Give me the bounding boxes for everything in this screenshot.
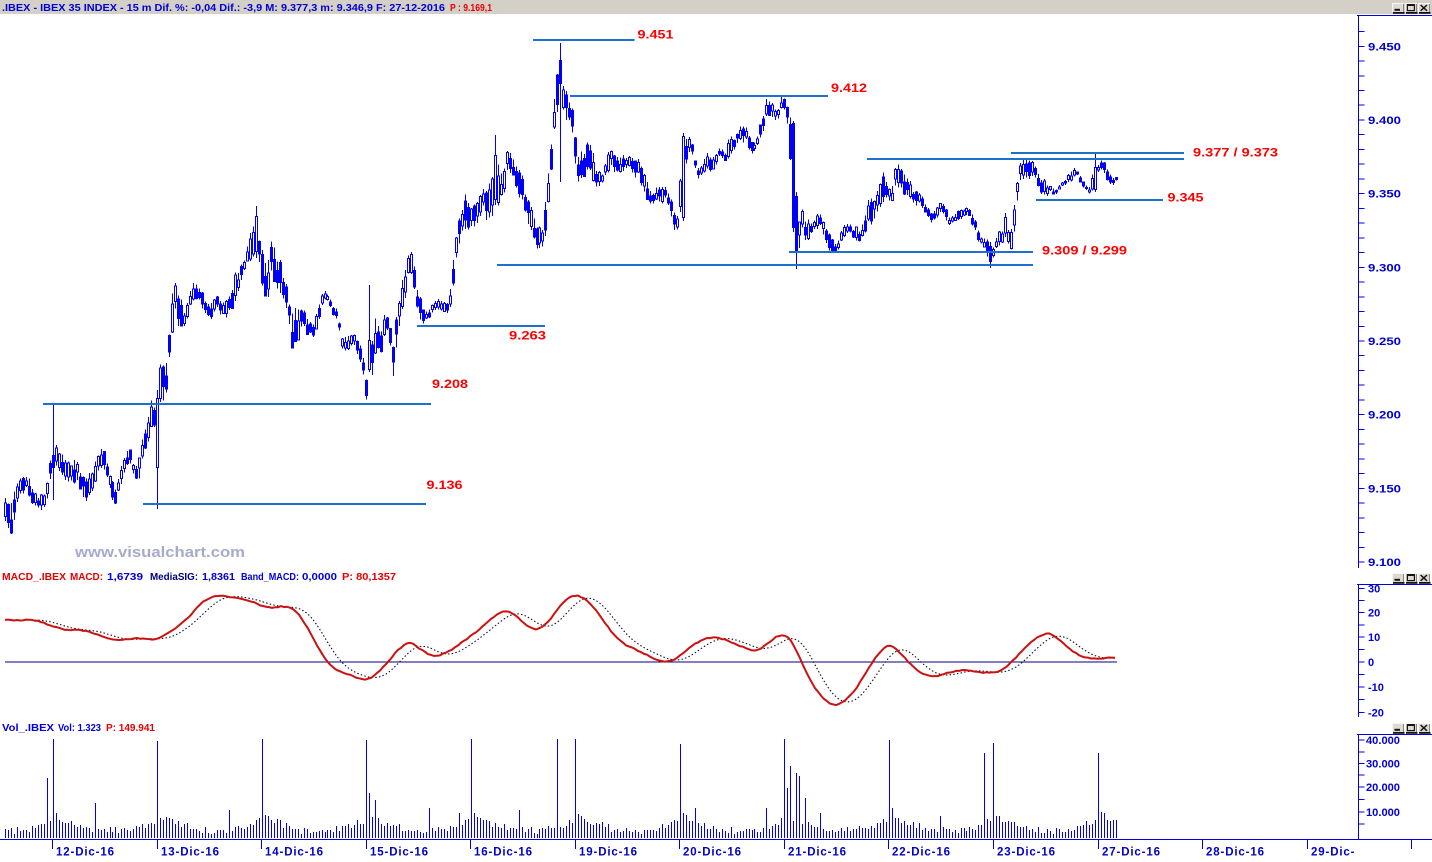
svg-text:MACD:: MACD: (70, 571, 103, 583)
svg-text:23-Dic-16: 23-Dic-16 (997, 847, 1055, 858)
svg-text:16-Dic-16: 16-Dic-16 (474, 847, 532, 858)
svg-text:10.000: 10.000 (1366, 807, 1400, 819)
svg-text:20-Dic-16: 20-Dic-16 (683, 847, 741, 858)
svg-text:1,6739: 1,6739 (107, 571, 143, 583)
svg-text:28-Dic-16: 28-Dic-16 (1206, 847, 1264, 858)
svg-text:22-Dic-16: 22-Dic-16 (892, 847, 950, 858)
svg-text:9.150: 9.150 (1368, 483, 1401, 495)
svg-text:9.300: 9.300 (1368, 262, 1401, 274)
svg-text:12-Dic-16: 12-Dic-16 (56, 847, 114, 858)
svg-text:9.309 / 9.299: 9.309 / 9.299 (1042, 244, 1127, 258)
svg-text:13-Dic-16: 13-Dic-16 (161, 847, 219, 858)
svg-text:.IBEX - IBEX 35 INDEX - 15 m: .IBEX - IBEX 35 INDEX - 15 m Dif. %: -0,… (2, 2, 445, 14)
svg-text:9.250: 9.250 (1368, 336, 1401, 348)
svg-text:9.377 / 9.373: 9.377 / 9.373 (1193, 146, 1278, 160)
svg-text:27-Dic-16: 27-Dic-16 (1102, 847, 1160, 858)
svg-text:9.400: 9.400 (1368, 115, 1401, 127)
svg-text:40.000: 40.000 (1366, 735, 1400, 747)
svg-text:-20: -20 (1368, 707, 1384, 719)
svg-text:21-Dic-16: 21-Dic-16 (788, 847, 846, 858)
svg-text:14-Dic-16: 14-Dic-16 (265, 847, 323, 858)
svg-text:30.000: 30.000 (1366, 759, 1400, 771)
svg-text:9.263: 9.263 (509, 329, 546, 343)
svg-text:0,0000: 0,0000 (302, 571, 337, 583)
svg-text:29-Dic-16: 29-Dic-16 (1311, 847, 1369, 858)
svg-text:20.000: 20.000 (1366, 782, 1400, 794)
svg-text:www.visualchart.com: www.visualchart.com (74, 545, 245, 561)
svg-text:1,8361: 1,8361 (202, 571, 235, 583)
svg-text:P: 80,1357: P: 80,1357 (342, 571, 396, 583)
svg-text:P : 9.169,1: P : 9.169,1 (450, 2, 492, 14)
svg-text:9.208: 9.208 (432, 377, 468, 391)
svg-text:MACD_.IBEX: MACD_.IBEX (2, 571, 66, 583)
svg-text:0: 0 (1368, 657, 1374, 669)
svg-text:9.350: 9.350 (1368, 189, 1401, 201)
svg-text:15-Dic-16: 15-Dic-16 (370, 847, 428, 858)
svg-text:Vol_.IBEX: Vol_.IBEX (2, 722, 54, 734)
svg-text:9.450: 9.450 (1368, 41, 1401, 53)
svg-text:9.136: 9.136 (427, 478, 463, 492)
svg-text:Vol: 1.323: Vol: 1.323 (58, 722, 101, 734)
svg-text:20: 20 (1368, 608, 1380, 620)
svg-text:9.412: 9.412 (831, 81, 867, 95)
svg-text:9.345: 9.345 (1168, 191, 1204, 205)
svg-text:MediaSIG:: MediaSIG: (150, 571, 198, 583)
svg-text:P: 149.941: P: 149.941 (106, 722, 155, 734)
svg-text:30: 30 (1368, 584, 1380, 596)
svg-text:9.451: 9.451 (638, 28, 674, 42)
svg-text:Band_MACD:: Band_MACD: (241, 571, 299, 583)
svg-text:9.100: 9.100 (1368, 557, 1401, 569)
svg-text:9.200: 9.200 (1368, 410, 1401, 422)
svg-text:19-Dic-16: 19-Dic-16 (579, 847, 637, 858)
svg-text:-10: -10 (1368, 682, 1384, 694)
svg-text:10: 10 (1368, 632, 1380, 644)
